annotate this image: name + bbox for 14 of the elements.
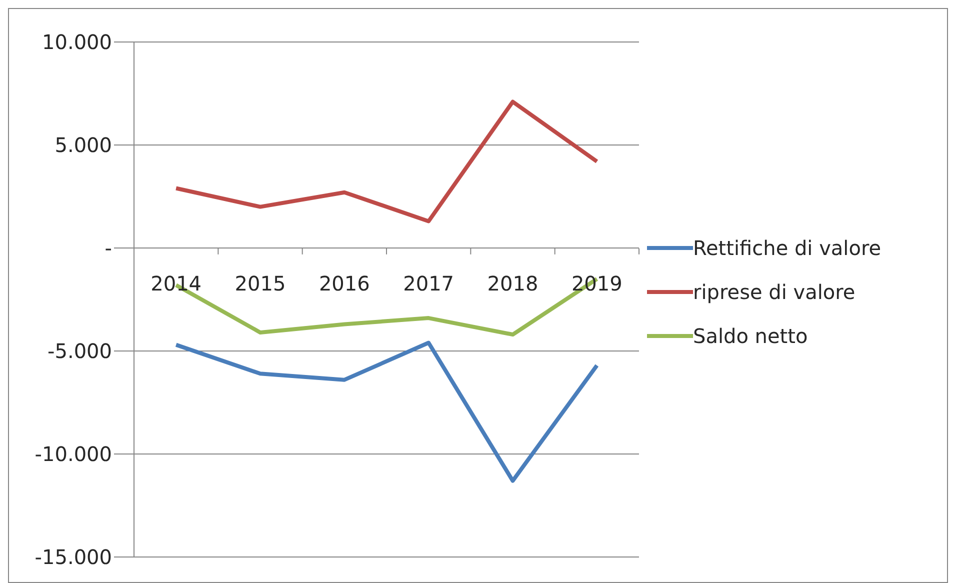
y-tick-label: 5.000 <box>54 133 112 158</box>
x-tick-label: 2014 <box>150 271 202 296</box>
y-tick-label: -15.000 <box>34 545 112 570</box>
x-tick-label: 2018 <box>487 271 538 296</box>
x-tick-label: 2017 <box>403 271 454 296</box>
y-tick-label: -10.000 <box>34 442 112 466</box>
legend-label: riprese di valore <box>693 280 856 304</box>
legend-label: Saldo netto <box>693 324 808 348</box>
x-tick-label: 2015 <box>234 271 286 296</box>
y-tick-label: -5.000 <box>48 339 112 364</box>
legend-label: Rettifiche di valore <box>693 236 882 260</box>
x-tick-label: 2016 <box>318 271 370 296</box>
y-tick-label: 10.000 <box>42 30 112 54</box>
y-tick-label: - <box>104 236 112 260</box>
